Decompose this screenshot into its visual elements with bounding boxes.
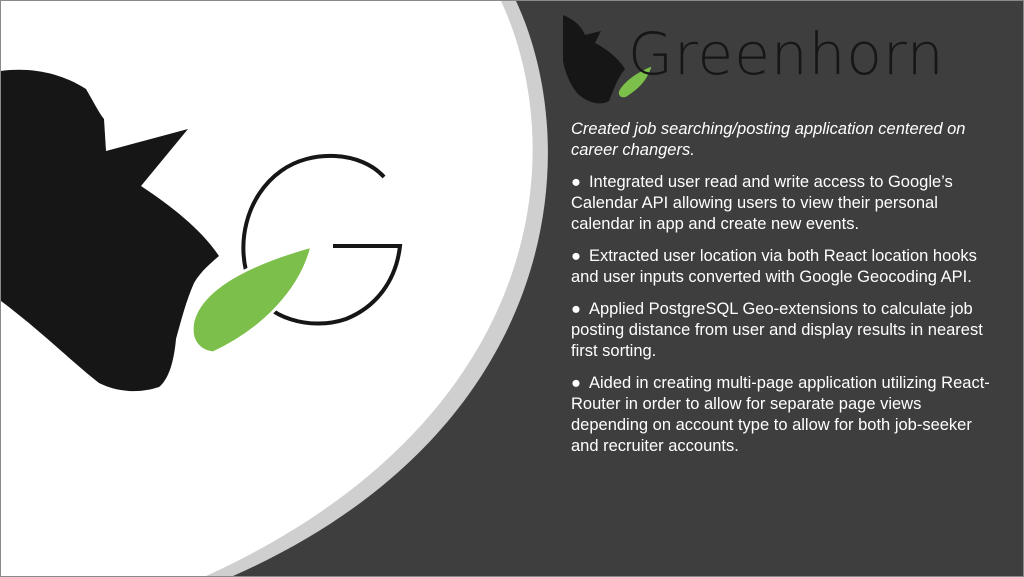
bullet-item: ● Extracted user location via both React …	[571, 246, 991, 288]
bullet-item: ● Applied PostgreSQL Geo-extensions to ca…	[571, 299, 991, 362]
bullet-dot: ●	[571, 173, 581, 191]
bullet-text: Extracted user location via both React l…	[571, 247, 977, 286]
bullet-dot: ●	[571, 247, 581, 265]
logo-horn-icon	[616, 63, 655, 100]
logo: Greenhorn	[556, 11, 976, 111]
bullet-item: ● Aided in creating multi-page applicatio…	[571, 373, 991, 457]
bullet-text: Aided in creating multi-page application…	[571, 374, 990, 455]
bullet-dot: ●	[571, 300, 581, 318]
bullet-text: Integrated user read and write access to…	[571, 173, 953, 233]
bullet-text: Applied PostgreSQL Geo-extensions to cal…	[571, 300, 983, 360]
description: Created job searching/posting applicatio…	[571, 119, 991, 468]
logo-rhino-icon	[563, 15, 625, 104]
bullet-item: ● Integrated user read and write access t…	[571, 172, 991, 235]
bullet-dot: ●	[571, 374, 581, 392]
intro-text: Created job searching/posting applicatio…	[571, 120, 966, 159]
green-horn	[190, 243, 315, 355]
dark-panel	[233, 1, 1023, 576]
logo-wordmark: Greenhorn	[628, 20, 945, 88]
rhino-silhouette	[1, 69, 219, 392]
